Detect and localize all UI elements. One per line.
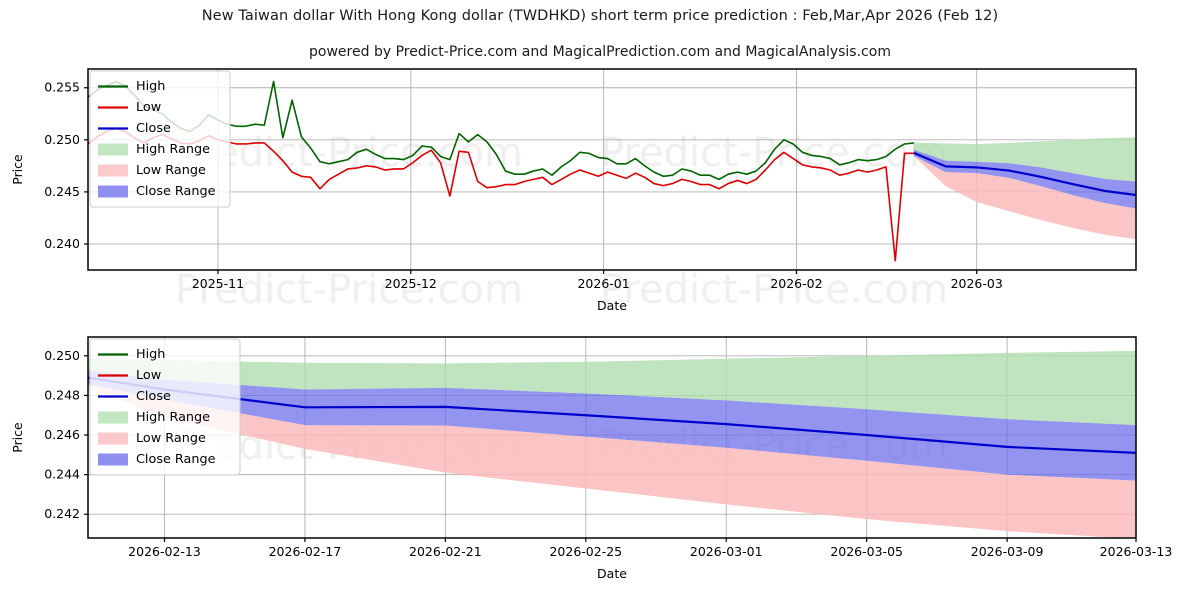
- legend-item-label: Close Range: [136, 184, 216, 199]
- watermark-text: Predict-Price.com: [600, 267, 948, 313]
- close-line: [913, 151, 1136, 197]
- legend-item-label: Low Range: [136, 163, 206, 178]
- y-tick-label: 0.250: [44, 132, 80, 147]
- high-range-band: [913, 137, 1136, 182]
- x-axis-label: Date: [597, 566, 627, 581]
- x-tick-label: 2026-03: [951, 276, 1003, 291]
- legend-item-label: High Range: [136, 410, 210, 425]
- legend-item-label: High Range: [136, 142, 210, 157]
- y-tick-label: 0.248: [44, 387, 80, 402]
- axes: 0.242 0.244 0.246 0.248 0.250 2026-02-13 2026-…: [10, 336, 1173, 581]
- high-range-band: [88, 350, 1136, 426]
- plot-border: [87, 68, 1137, 271]
- x-tick-label: 2026-03-01: [690, 544, 763, 559]
- page-title: New Taiwan dollar With Hong Kong dollar …: [201, 8, 999, 24]
- legend-item-label: Close: [136, 389, 171, 404]
- top-chart-panel: Predict-Price.com Predict-Price.com Predic…: [0, 60, 1200, 320]
- y-tick-label: 0.255: [44, 80, 80, 95]
- legend-item-label: High: [136, 347, 165, 362]
- y-tick-label: 0.246: [44, 427, 80, 442]
- close-range-band: [88, 370, 1136, 481]
- low-range-band: [88, 384, 1136, 538]
- plot-series: [88, 350, 1136, 538]
- legend-item-label: Low: [136, 100, 161, 115]
- page-subtitle: powered by Predict-Price.com and Magical…: [309, 44, 891, 60]
- low-range-band: [913, 155, 1136, 240]
- x-tick-label: 2026-02-13: [128, 544, 201, 559]
- x-tick-label: 2025-12: [385, 276, 437, 291]
- x-tick-label: 2026-03-13: [1100, 544, 1173, 559]
- legend-item-label: Low: [136, 368, 161, 383]
- legend-patch-swatch: [98, 453, 128, 466]
- bottom-chart-svg: Predict-Price.comPredict-Price.com0.2420…: [10, 336, 1173, 581]
- legend-item-label: Close: [136, 121, 171, 136]
- legend-patch-swatch: [98, 432, 128, 445]
- legend-item-label: Low Range: [136, 431, 206, 446]
- y-tick-label: 0.240: [44, 236, 80, 251]
- legend-item-label: Close Range: [136, 452, 216, 467]
- x-axis-label: Date: [597, 298, 627, 313]
- watermark-text: Predict-Price.com: [600, 130, 948, 176]
- x-tick-label: 2026-02-25: [549, 544, 622, 559]
- y-tick-label: 0.244: [44, 467, 80, 482]
- y-axis-label: Price: [10, 154, 25, 185]
- y-axis-label: Price: [10, 422, 25, 453]
- legend-patch-swatch: [98, 143, 128, 156]
- chart-legend: High Low Close High Range Low Range Close Ran…: [89, 338, 241, 476]
- x-tick-label: 2026-02-17: [269, 544, 342, 559]
- close-range-band: [913, 149, 1136, 209]
- plot-border: [87, 336, 1137, 539]
- top-chart-svg: Predict-Price.com Predict-Price.com Predic…: [10, 68, 1137, 313]
- legend-patch-swatch: [98, 164, 128, 177]
- x-tick-label: 2026-01: [577, 276, 629, 291]
- x-tick-label: 2026-02-21: [409, 544, 482, 559]
- chart-legend: High Low Close High Range Low Range Close Ran…: [89, 70, 231, 208]
- y-tick-label: 0.242: [44, 506, 80, 521]
- watermark-text: Predict-Price.com: [175, 267, 523, 313]
- x-tick-label: 2026-03-09: [971, 544, 1044, 559]
- x-tick-label: 2025-11: [192, 276, 244, 291]
- legend-item-label: High: [136, 79, 165, 94]
- bottom-chart-panel: Predict-Price.comPredict-Price.com0.2420…: [0, 328, 1200, 600]
- y-tick-label: 0.245: [44, 184, 80, 199]
- legend-patch-swatch: [98, 411, 128, 424]
- y-tick-label: 0.250: [44, 348, 80, 363]
- x-tick-label: 2026-02: [770, 276, 822, 291]
- axes: 0.240 0.245 0.250 0.255 2025-11 2025-12 2026-0…: [10, 68, 1137, 313]
- x-tick-label: 2026-03-05: [830, 544, 903, 559]
- legend-patch-swatch: [98, 185, 128, 198]
